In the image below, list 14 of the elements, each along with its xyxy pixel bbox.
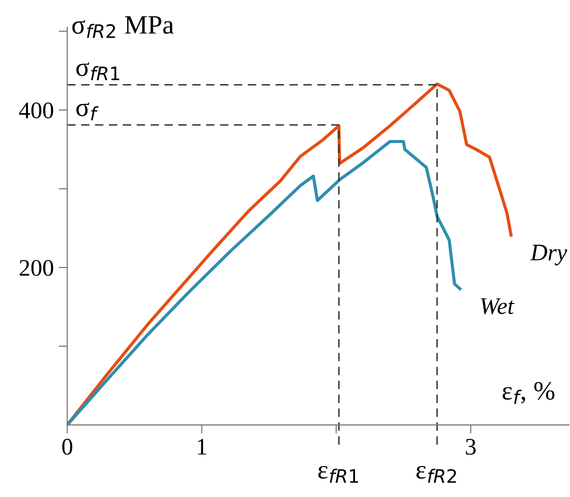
series-label: Wet <box>480 298 514 314</box>
x-axis-title: ε$_{f}$, % <box>502 382 554 404</box>
x-tick-label: 1 <box>198 438 206 455</box>
ref-line-label: ε$_{fR2}$ <box>416 466 456 483</box>
y-tick-label: 200 <box>20 260 54 276</box>
y-axis-title: σ$_{fR2}$ MPa <box>72 16 174 38</box>
x-tick-label: 3 <box>466 438 476 455</box>
ref-line-label: σ$_{fR1}$ <box>76 62 120 80</box>
line-series <box>67 140 462 425</box>
series-label: Dry <box>530 244 568 266</box>
ref-line-label: ε$_{fR1}$ <box>318 466 358 483</box>
x-tick-label: 0 <box>62 438 72 455</box>
ref-line-label: σ$_{f}$ <box>76 102 99 120</box>
y-tick-label: 400 <box>19 102 54 118</box>
